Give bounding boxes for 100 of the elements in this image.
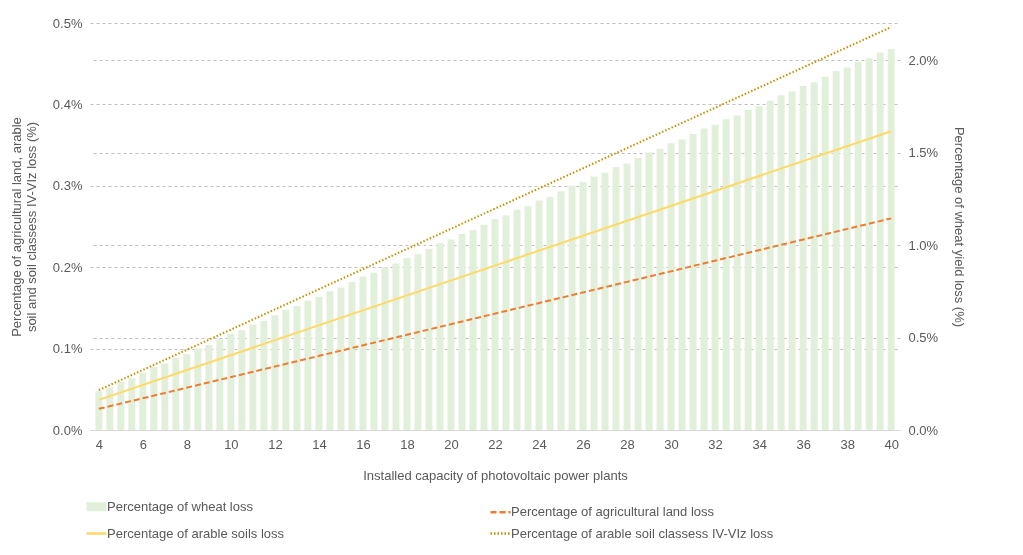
bar (744, 109, 752, 430)
bar (205, 344, 213, 430)
x-tick-label: 32 (708, 436, 723, 452)
x-tick-label: 8 (183, 436, 191, 452)
bar (678, 139, 686, 430)
x-tick-label: 24 (532, 436, 547, 452)
bar (282, 309, 290, 430)
bar (491, 219, 499, 430)
bar (403, 257, 411, 430)
x-tick-label: 40 (884, 436, 899, 452)
bar (436, 243, 444, 430)
x-tick-label: 16 (356, 436, 371, 452)
bar (172, 357, 180, 430)
bar (326, 291, 334, 430)
bar (183, 354, 191, 430)
y-tick-label: 0.3% (52, 178, 83, 194)
bar (249, 324, 257, 430)
y2-tick-label: 1.5% (908, 145, 939, 160)
bar (810, 82, 818, 430)
bar (381, 267, 389, 430)
x-tick-label: 22 (488, 436, 503, 452)
x-tick-label: 14 (312, 436, 327, 452)
x-tick-label: 4 (95, 436, 103, 452)
x-tick-label: 6 (139, 436, 147, 452)
bar (722, 119, 730, 430)
bar (656, 148, 664, 430)
y-tick-label: 0.4% (52, 96, 83, 112)
bar (337, 287, 345, 430)
x-tick-label: 12 (268, 436, 283, 452)
bar (95, 391, 103, 430)
x-tick-label: 28 (620, 436, 635, 452)
legend-label: Percentage of wheat loss (107, 498, 254, 514)
x-tick-label: 30 (664, 436, 679, 452)
legend-label: Percentage of agricultural land loss (511, 504, 715, 520)
bar (777, 95, 785, 430)
y2-axis-title: Percentage of wheat yield loss (%) (952, 126, 968, 328)
bar (150, 367, 158, 430)
x-tick-label: 36 (796, 436, 811, 452)
x-tick-label: 34 (752, 436, 767, 452)
bar (502, 215, 510, 430)
bar (557, 191, 565, 430)
bar (458, 233, 466, 430)
bar (788, 91, 796, 430)
bar (799, 85, 807, 430)
bar (271, 315, 279, 430)
bar (887, 48, 895, 430)
x-tick-label: 38 (840, 436, 855, 452)
bar (117, 381, 125, 430)
bar (535, 200, 543, 430)
bar (425, 248, 433, 430)
bar (832, 71, 840, 430)
y-tick-label: 0.0% (52, 422, 83, 438)
bar (612, 167, 620, 430)
bar (106, 387, 114, 430)
bar (194, 348, 202, 430)
bar (216, 339, 224, 430)
bar (876, 52, 884, 430)
bar (348, 282, 356, 430)
bar (579, 182, 587, 430)
bar (590, 176, 598, 430)
legend-label: Percentage of arable soils loss (107, 525, 285, 541)
bar (623, 163, 631, 430)
bar (260, 320, 268, 430)
y-tick-label: 0.5% (52, 15, 83, 31)
bar (711, 124, 719, 430)
bar (304, 300, 312, 430)
bar (293, 306, 301, 430)
bar (513, 209, 521, 430)
legend-label: Percentage of arable soil classess IV-VIz loss (511, 525, 774, 541)
x-axis-title: Installed capacity of photovoltaic power plants (363, 467, 629, 483)
bar (854, 61, 862, 430)
bar (370, 272, 378, 430)
bar (392, 263, 400, 430)
bar (469, 230, 477, 430)
bar (865, 58, 873, 430)
bar (821, 76, 829, 430)
bar (238, 330, 246, 430)
bar (447, 239, 455, 430)
y2-tick-label: 1.0% (908, 237, 939, 253)
bar (568, 185, 576, 430)
bar (359, 276, 367, 430)
bar (766, 100, 774, 430)
bar (667, 143, 675, 430)
bar (315, 296, 323, 430)
bar (480, 224, 488, 430)
bar (128, 378, 136, 430)
bar (843, 67, 851, 430)
bar (414, 254, 422, 430)
y2-tick-label: 0.5% (908, 330, 939, 345)
bar (227, 333, 235, 430)
bar (524, 206, 532, 430)
bar (645, 152, 653, 430)
bar (700, 128, 708, 430)
x-tick-label: 18 (400, 436, 415, 452)
x-tick-label: 26 (576, 436, 591, 452)
y-tick-label: 0.1% (52, 341, 83, 357)
bar (733, 115, 741, 430)
bar (139, 372, 147, 430)
y-axis-title: Percentage of agricultural land, arable soil and soil classess IV-VIz loss (%) (8, 117, 39, 337)
bar (601, 172, 609, 430)
